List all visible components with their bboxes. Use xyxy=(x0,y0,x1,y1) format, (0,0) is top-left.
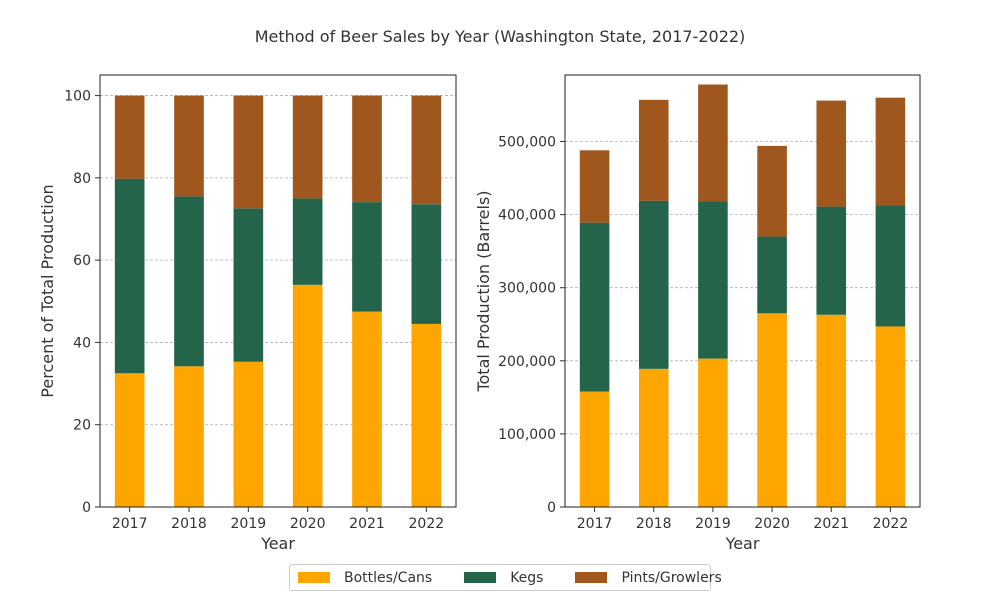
bar-bottles-cans-2022 xyxy=(411,323,442,507)
y-tick-label: 60 xyxy=(73,253,91,269)
chart-panel-1: 0 20 40 60 80 100 2017 2018 2019 2020 2021 2022 Year… xyxy=(38,74,457,553)
x-tick-label: 2022 xyxy=(409,516,445,532)
x-tick-label: 2019 xyxy=(695,516,731,532)
bar-pints-growlers-2019 xyxy=(698,84,728,202)
bar-bottles-cans-2018 xyxy=(638,368,669,507)
bar-pints-growlers-2022 xyxy=(875,97,906,206)
bar-bottles-cans-2020 xyxy=(757,313,787,507)
plot-frame xyxy=(99,74,457,508)
legend-swatch-kegs xyxy=(464,572,497,583)
y-axis-label: Percent of Total Production xyxy=(38,184,57,397)
bar-kegs-2020 xyxy=(757,236,787,314)
x-axis-label: Year xyxy=(260,534,295,553)
x-tick-label: 2021 xyxy=(813,516,849,532)
x-tick-label: 2022 xyxy=(873,516,909,532)
y-tick-label: 400,000 xyxy=(498,208,556,224)
bar-kegs-2021 xyxy=(352,202,382,312)
x-tick-label: 2020 xyxy=(754,516,790,532)
bar-bottles-cans-2021 xyxy=(352,311,382,507)
bar-pints-growlers-2019 xyxy=(233,95,264,209)
bar-bottles-cans-2021 xyxy=(816,314,847,507)
x-tick-label: 2021 xyxy=(349,516,385,532)
bar-kegs-2022 xyxy=(411,204,442,324)
legend-item-bottles-cans: Bottles/Cans xyxy=(298,570,432,586)
bar-kegs-2019 xyxy=(698,201,728,359)
bar-kegs-2019 xyxy=(233,208,264,362)
bar-pints-growlers-2018 xyxy=(638,99,669,201)
chart-panel-2: 0 100,000 200,000 300,000 400,000 500,000 2017… xyxy=(474,74,921,553)
bar-bottles-cans-2020 xyxy=(292,284,323,507)
bar-bottles-cans-2017 xyxy=(114,373,145,507)
bar-pints-growlers-2021 xyxy=(352,95,382,203)
bar-kegs-2022 xyxy=(875,205,906,327)
y-tick-label: 0 xyxy=(82,500,91,516)
y-axis-label: Total Production (Barrels) xyxy=(474,190,493,392)
bar-pints-growlers-2020 xyxy=(757,145,787,237)
bar-pints-growlers-2020 xyxy=(292,95,323,199)
legend-swatch-bottles-cans xyxy=(298,572,330,583)
y-tick-label: 200,000 xyxy=(498,354,556,370)
legend-label-kegs: Kegs xyxy=(510,569,544,586)
bar-kegs-2017 xyxy=(579,222,610,392)
bar-bottles-cans-2019 xyxy=(233,361,264,507)
chart-title: Method of Beer Sales by Year (Washington… xyxy=(254,27,746,46)
x-tick-label: 2017 xyxy=(112,516,148,532)
bar-kegs-2018 xyxy=(638,200,669,369)
bar-bottles-cans-2017 xyxy=(579,391,610,507)
legend-item-kegs: Kegs xyxy=(464,570,543,586)
y-tick-label: 100,000 xyxy=(498,427,556,443)
x-tick-label: 2018 xyxy=(171,516,207,532)
bar-pints-growlers-2021 xyxy=(816,100,847,207)
bar-kegs-2017 xyxy=(114,178,145,374)
legend-item-pints-growlers: Pints/Growlers xyxy=(575,569,722,586)
bar-bottles-cans-2018 xyxy=(174,366,204,507)
bar-kegs-2020 xyxy=(292,198,323,285)
y-tick-label: 500,000 xyxy=(498,135,556,151)
bar-kegs-2021 xyxy=(816,206,847,315)
y-tick-label: 20 xyxy=(73,418,91,434)
x-axis-label: Year xyxy=(725,534,760,553)
bar-bottles-cans-2019 xyxy=(698,358,728,507)
legend-label-bottles-cans: Bottles/Cans xyxy=(344,569,433,586)
bar-pints-growlers-2018 xyxy=(174,95,204,197)
legend-label-pints-growlers: Pints/Growlers xyxy=(621,569,722,586)
bar-kegs-2018 xyxy=(174,196,204,367)
y-tick-label: 100 xyxy=(64,89,91,105)
x-tick-label: 2019 xyxy=(231,516,267,532)
legend-swatch-pints-growlers xyxy=(575,572,608,583)
y-tick-label: 80 xyxy=(73,171,91,187)
bar-pints-growlers-2022 xyxy=(411,95,442,205)
legend: Bottles/Cans Kegs Pints/Growlers xyxy=(289,564,722,591)
bar-bottles-cans-2022 xyxy=(875,326,906,507)
x-tick-label: 2017 xyxy=(577,516,613,532)
y-tick-label: 0 xyxy=(547,500,556,516)
bar-pints-growlers-2017 xyxy=(579,150,610,223)
x-tick-label: 2020 xyxy=(290,516,326,532)
plot-frame xyxy=(564,74,921,508)
y-tick-label: 40 xyxy=(73,335,91,351)
x-tick-label: 2018 xyxy=(636,516,672,532)
y-tick-label: 300,000 xyxy=(498,281,556,297)
bar-pints-growlers-2017 xyxy=(114,95,145,179)
